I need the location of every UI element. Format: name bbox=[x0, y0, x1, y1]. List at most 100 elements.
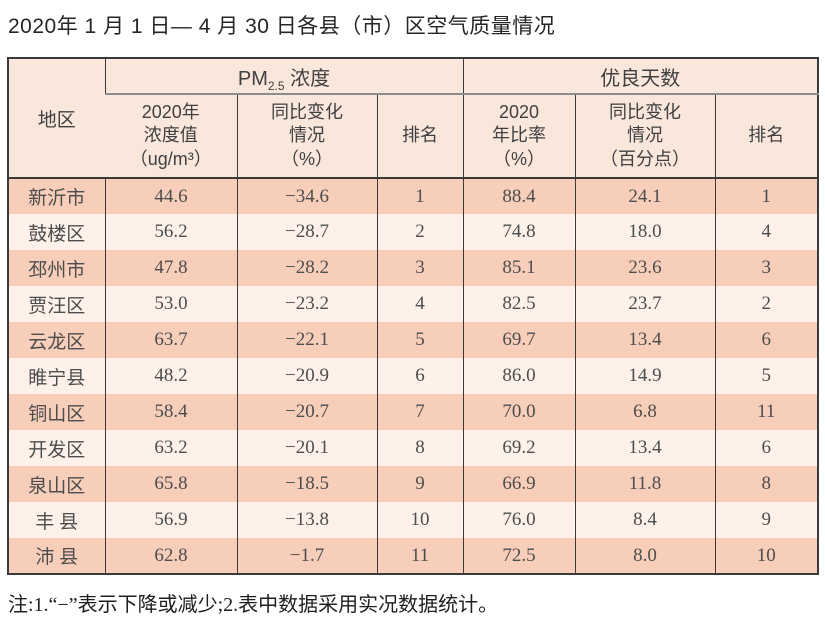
pm-value-cell: 58.4 bbox=[104, 394, 237, 430]
days-ratio-cell: 69.7 bbox=[462, 322, 576, 358]
header-group-row: 地区 PM2.5 浓度 优良天数 bbox=[8, 58, 819, 179]
days-rank-cell: 6 bbox=[714, 430, 819, 466]
days-rank-cell: 5 bbox=[714, 358, 819, 394]
pm-rank-cell: 7 bbox=[376, 394, 464, 430]
pm-change-cell: −23.2 bbox=[236, 286, 377, 322]
pm-value-cell: 44.6 bbox=[104, 178, 237, 214]
pm-rank-column-header: 排名 bbox=[376, 94, 464, 179]
pm-change-column-header: 同比变化 情况 （%） bbox=[236, 94, 377, 179]
region-cell: 鼓楼区 bbox=[28, 223, 86, 245]
days-change-cell: 6.8 bbox=[574, 394, 716, 430]
region-cell: 沛 县 bbox=[35, 547, 79, 568]
table-row: 贾汪区 53.0 −23.2 4 82.5 23.7 2 bbox=[8, 286, 819, 322]
region-cell: 云龙区 bbox=[28, 331, 86, 353]
table-row: 鼓楼区 56.2 −28.7 2 74.8 18.0 4 bbox=[8, 214, 819, 250]
table-row: 云龙区 63.7 −22.1 5 69.7 13.4 6 bbox=[8, 322, 819, 358]
footnote: 注:1.“−”表示下降或减少;2.表中数据采用实况数据统计。 bbox=[8, 594, 499, 616]
region-cell: 邳州市 bbox=[28, 259, 86, 281]
days-change-cell: 18.0 bbox=[574, 214, 716, 250]
pm-value-column-header: 2020年 浓度值 （ug/m³） bbox=[105, 94, 237, 179]
days-rank-cell: 9 bbox=[714, 502, 819, 538]
pm-rank-cell: 8 bbox=[376, 430, 464, 466]
days-change-cell: 13.4 bbox=[574, 430, 716, 466]
table-row: 泉山区 65.8 −18.5 9 66.9 11.8 8 bbox=[8, 466, 819, 502]
region-cell: 铜山区 bbox=[28, 403, 86, 425]
days-rank-column-header: 排名 bbox=[714, 94, 819, 179]
region-cell: 新沂市 bbox=[28, 188, 86, 209]
pm-change-cell: −34.6 bbox=[236, 178, 377, 214]
pm-rank-cell: 6 bbox=[376, 358, 464, 394]
air-quality-table: 地区 PM2.5 浓度 优良天数 2020年 浓度值 （ug/m³） 同比变化 … bbox=[7, 57, 820, 575]
days-ratio-cell: 76.0 bbox=[462, 502, 576, 538]
table-row: 铜山区 58.4 −20.7 7 70.0 6.8 11 bbox=[8, 394, 819, 430]
pm-change-cell: −28.2 bbox=[236, 250, 377, 286]
region-cell: 丰 县 bbox=[35, 511, 79, 533]
days-change-cell: 8.4 bbox=[574, 502, 716, 538]
pm-rank-cell: 5 bbox=[376, 322, 464, 358]
pm-rank-cell: 3 bbox=[376, 250, 464, 286]
days-rank-cell: 10 bbox=[714, 538, 819, 574]
days-ratio-cell: 85.1 bbox=[462, 250, 576, 286]
pm25-suffix: 浓度 bbox=[284, 67, 331, 90]
table-row: 开发区 63.2 −20.1 8 69.2 13.4 6 bbox=[8, 430, 819, 466]
pm-value-cell: 56.2 bbox=[104, 214, 237, 250]
header-sub-row: 2020年 浓度值 （ug/m³） 同比变化 情况 （%） 排名 2020 年比… bbox=[8, 94, 819, 179]
pm-rank-cell: 10 bbox=[376, 502, 464, 538]
days-rank-cell: 3 bbox=[714, 250, 819, 286]
pm-change-cell: −1.7 bbox=[236, 538, 377, 574]
pm25-subscript: 2.5 bbox=[267, 78, 285, 93]
days-rank-cell: 8 bbox=[714, 466, 819, 502]
table-row: 睢宁县 48.2 −20.9 6 86.0 14.9 5 bbox=[8, 358, 819, 394]
region-cell: 开发区 bbox=[28, 439, 86, 461]
table-row: 丰 县 56.9 −13.8 10 76.0 8.4 9 bbox=[8, 502, 819, 538]
days-change-column-header: 同比变化 情况 （百分点） bbox=[574, 94, 716, 179]
pm-rank-cell: 9 bbox=[376, 466, 464, 502]
pm-value-cell: 56.9 bbox=[104, 502, 237, 538]
pm-change-cell: −22.1 bbox=[236, 322, 377, 358]
days-ratio-column-header: 2020 年比率 （%） bbox=[462, 94, 576, 179]
pm-value-cell: 63.2 bbox=[104, 430, 237, 466]
days-ratio-cell: 70.0 bbox=[462, 394, 576, 430]
days-ratio-cell: 66.9 bbox=[462, 466, 576, 502]
region-column-header: 地区 bbox=[8, 58, 105, 179]
pm-value-cell: 47.8 bbox=[104, 250, 237, 286]
table-row: 新沂市 44.6 −34.6 1 88.4 24.1 1 bbox=[8, 178, 819, 214]
region-cell: 睢宁县 bbox=[28, 367, 86, 389]
pm-value-cell: 48.2 bbox=[104, 358, 237, 394]
region-cell: 贾汪区 bbox=[28, 295, 86, 317]
pm-value-cell: 62.8 bbox=[104, 538, 237, 574]
pm-rank-cell: 1 bbox=[376, 178, 464, 214]
table-row: 沛 县 62.8 −1.7 11 72.5 8.0 10 bbox=[8, 538, 819, 574]
days-change-cell: 13.4 bbox=[574, 322, 716, 358]
pm-change-cell: −13.8 bbox=[236, 502, 377, 538]
pm-change-cell: −18.5 bbox=[236, 466, 377, 502]
days-change-cell: 14.9 bbox=[574, 358, 716, 394]
good-days-group-header: 优良天数 bbox=[462, 58, 819, 95]
pm-change-cell: −28.7 bbox=[236, 214, 377, 250]
days-change-cell: 11.8 bbox=[574, 466, 716, 502]
pm-rank-cell: 2 bbox=[376, 214, 464, 250]
table-row: 邳州市 47.8 −28.2 3 85.1 23.6 3 bbox=[8, 250, 819, 286]
days-ratio-cell: 82.5 bbox=[462, 286, 576, 322]
days-rank-cell: 11 bbox=[714, 394, 819, 430]
pm-rank-cell: 4 bbox=[376, 286, 464, 322]
pm-value-cell: 65.8 bbox=[104, 466, 237, 502]
pm-rank-cell: 11 bbox=[376, 538, 464, 574]
page-title: 2020年 1 月 1 日— 4 月 30 日各县（市）区空气质量情况 bbox=[8, 15, 556, 38]
days-rank-cell: 1 bbox=[714, 178, 819, 214]
pm-change-cell: −20.7 bbox=[236, 394, 377, 430]
days-change-cell: 23.6 bbox=[574, 250, 716, 286]
pm-change-cell: −20.1 bbox=[236, 430, 377, 466]
region-cell: 泉山区 bbox=[28, 475, 86, 497]
days-ratio-cell: 69.2 bbox=[462, 430, 576, 466]
days-rank-cell: 4 bbox=[714, 214, 819, 250]
days-ratio-cell: 88.4 bbox=[462, 178, 576, 214]
pm-value-cell: 63.7 bbox=[104, 322, 237, 358]
days-ratio-cell: 74.8 bbox=[462, 214, 576, 250]
days-ratio-cell: 86.0 bbox=[462, 358, 576, 394]
days-change-cell: 24.1 bbox=[574, 178, 716, 214]
days-rank-cell: 6 bbox=[714, 322, 819, 358]
days-rank-cell: 2 bbox=[714, 286, 819, 322]
pm25-prefix: PM bbox=[237, 67, 268, 90]
